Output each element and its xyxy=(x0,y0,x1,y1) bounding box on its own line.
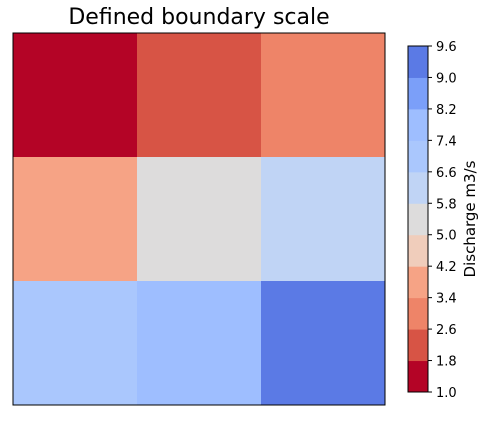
heatmap-cell xyxy=(261,157,386,282)
colorbar-segment xyxy=(408,360,428,393)
colorbar-segment xyxy=(408,77,428,110)
heatmap-plot xyxy=(12,32,386,406)
colorbar-tick-label: 9.0 xyxy=(436,71,457,86)
colorbar-segment xyxy=(408,266,428,299)
colorbar-tick-label: 4.2 xyxy=(436,260,457,275)
colorbar-label: Discharge m3/s xyxy=(461,160,479,277)
heatmap-cell xyxy=(261,33,386,158)
colorbar-tick-label: 3.4 xyxy=(436,292,457,307)
colorbar-segment xyxy=(408,140,428,173)
heatmap-cell xyxy=(137,157,262,282)
colorbar-tick-label: 8.2 xyxy=(436,103,457,118)
colorbar-tick-label: 2.6 xyxy=(436,323,457,338)
heatmap-cell xyxy=(13,33,138,158)
colorbar-tick-label: 1.0 xyxy=(436,386,457,401)
colorbar-segment xyxy=(408,234,428,267)
colorbar-tick-label: 9.6 xyxy=(436,40,457,55)
heatmap-cell xyxy=(137,281,262,406)
colorbar-tick-label: 5.0 xyxy=(436,229,457,244)
heatmap-cell xyxy=(13,281,138,406)
colorbar-segment xyxy=(408,46,428,78)
colorbar-segment xyxy=(408,329,428,362)
chart-title: Defined boundary scale xyxy=(68,5,329,30)
heatmap-cell xyxy=(137,33,262,158)
colorbar: 1.0 1.8 2.6 3.4 4.2 5.0 5.8 6.6 7.4 8.2 9.0 9.6 xyxy=(407,40,457,401)
heatmap-cell xyxy=(13,157,138,282)
colorbar-segment xyxy=(408,203,428,236)
colorbar-frame xyxy=(407,45,429,393)
colorbar-segment xyxy=(408,108,428,141)
colorbar-tick-label: 5.8 xyxy=(436,197,457,212)
colorbar-segment xyxy=(408,171,428,204)
heatmap-cell xyxy=(261,281,386,406)
colorbar-tick-label: 7.4 xyxy=(436,134,457,149)
colorbar-tick-label: 6.6 xyxy=(436,166,457,181)
colorbar-tick-label: 1.8 xyxy=(436,355,457,370)
plot-frame xyxy=(12,32,386,406)
colorbar-segment xyxy=(408,297,428,330)
